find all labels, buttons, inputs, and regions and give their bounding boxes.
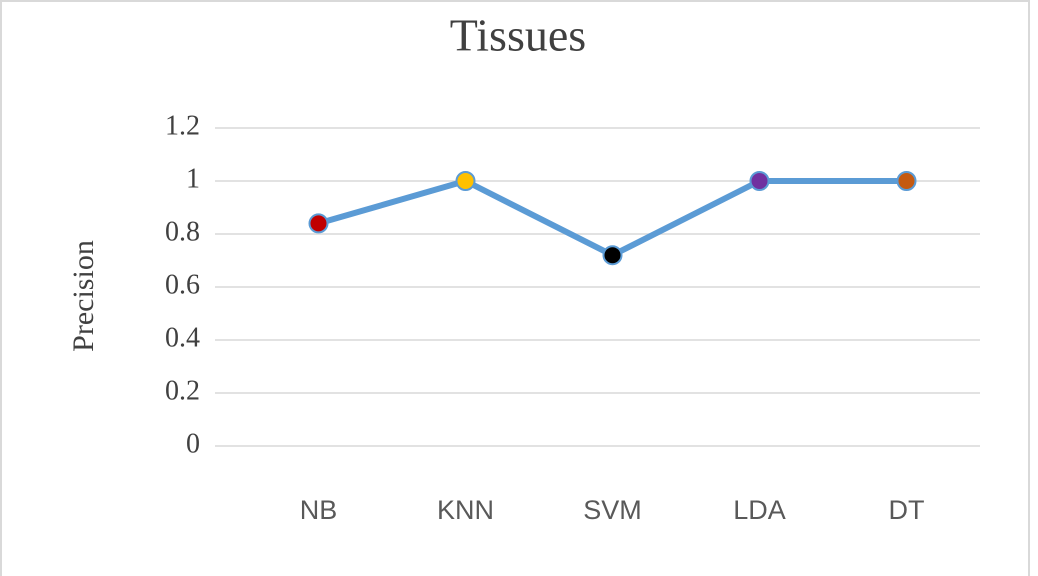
chart-title: Tissues [450, 10, 586, 61]
data-point [749, 171, 770, 191]
y-axis-label: Precision [67, 240, 100, 352]
y-tick-label: 0.4 [165, 322, 200, 353]
y-tick-label: 1 [186, 163, 200, 194]
y-tick-label: 1.2 [165, 110, 200, 141]
data-point [455, 171, 476, 191]
data-point [308, 213, 329, 234]
data-point [896, 171, 917, 191]
y-tick-label: 0.6 [165, 269, 200, 300]
y-tick-label: 0.8 [165, 216, 200, 247]
data-point [602, 245, 623, 266]
x-tick-label: LDA [733, 495, 786, 525]
x-tick-label: SVM [583, 495, 642, 525]
x-tick-label: DT [889, 495, 925, 525]
y-tick-label: 0 [186, 428, 200, 459]
y-tick-label: 0.2 [165, 375, 200, 406]
x-tick-label: NB [300, 495, 338, 525]
x-tick-label: KNN [437, 495, 494, 525]
